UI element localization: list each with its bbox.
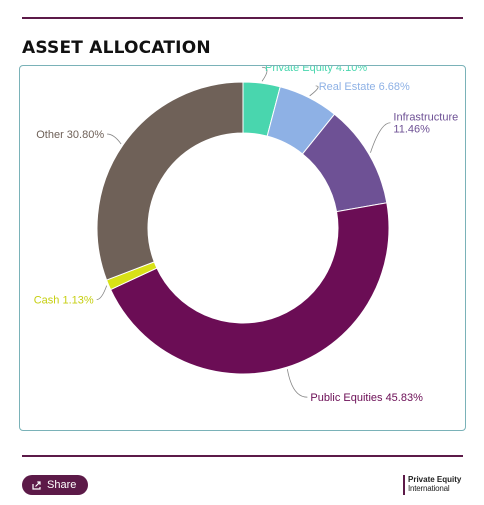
- slice-public-equities[interactable]: [109, 202, 390, 375]
- page-title: ASSET ALLOCATION: [22, 38, 211, 58]
- data-label-private-equity: Private Equity 4.10%: [265, 66, 367, 74]
- bottom-divider: [22, 455, 463, 457]
- data-label-public-equities: Public Equities 45.83%: [310, 392, 423, 404]
- donut-chart: Private Equity 4.10% Real Estate 6.68% Inf…: [34, 66, 459, 404]
- leader-line-other: [107, 133, 122, 145]
- chart-container: Private Equity 4.10% Real Estate 6.68% Inf…: [19, 65, 466, 431]
- share-icon: [32, 480, 41, 490]
- share-label: Share: [47, 479, 77, 491]
- data-label-cash: Cash 1.13%: [34, 295, 94, 307]
- brand-line-2: International: [408, 484, 450, 493]
- top-divider: [22, 17, 463, 19]
- leader-line-public-equities: [286, 369, 308, 398]
- brand-logo: Private Equity International: [403, 475, 465, 495]
- leader-line-cash: [96, 285, 108, 301]
- data-label-real-estate: Real Estate 6.68%: [319, 81, 410, 93]
- slice-other[interactable]: [96, 81, 244, 281]
- share-button[interactable]: Share: [22, 475, 89, 495]
- leader-line-private-equity: [261, 66, 268, 82]
- data-label-other: Other 30.80%: [36, 129, 104, 141]
- leader-line-real-estate: [309, 85, 319, 97]
- brand-line-1: Private Equity: [408, 475, 462, 484]
- leader-line-infrastructure: [370, 122, 391, 153]
- data-label-infrastructure: Infrastructure 11.46%: [393, 112, 458, 136]
